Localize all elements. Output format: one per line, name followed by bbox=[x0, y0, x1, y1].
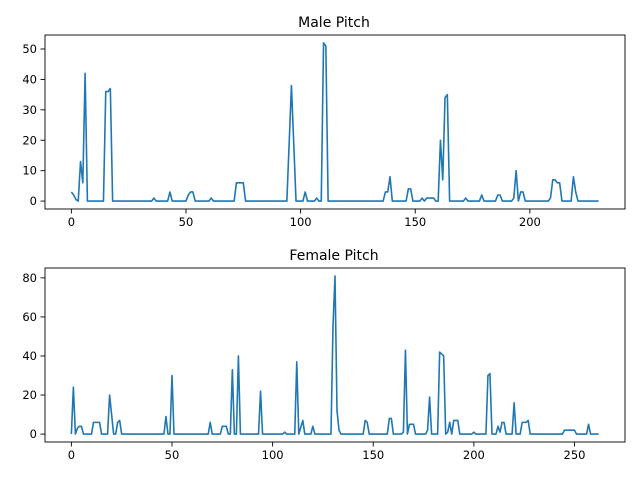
female-pitch-x-tick-label-0: 0 bbox=[68, 448, 75, 462]
female-pitch-axes-frame bbox=[44, 267, 626, 443]
male-pitch-y-axis: 0 10 20 30 40 50 bbox=[22, 42, 45, 208]
male-pitch-x-tick-label-0: 0 bbox=[68, 215, 75, 229]
female-pitch-y-tick-label-80: 80 bbox=[22, 271, 37, 285]
male-pitch-y-tick-label-0: 0 bbox=[30, 194, 37, 208]
male-pitch-x-tick-label-100: 100 bbox=[290, 215, 312, 229]
male-pitch-series-line-0 bbox=[70, 42, 599, 202]
female-pitch-title: Female Pitch bbox=[289, 248, 378, 264]
male-pitch-axes-frame bbox=[44, 34, 626, 210]
male-pitch-x-tick-label-200: 200 bbox=[519, 215, 541, 229]
male-pitch-x-tick-label-50: 50 bbox=[179, 215, 194, 229]
female-pitch-x-tick-label-200: 200 bbox=[463, 448, 485, 462]
female-pitch-chart: Female Pitch 0 50 100 150 200 250 0 20 40 60 80 bbox=[22, 248, 626, 462]
female-pitch-x-tick-label-250: 250 bbox=[564, 448, 586, 462]
male-pitch-y-tick-label-30: 30 bbox=[22, 103, 37, 117]
female-pitch-y-axis: 0 20 40 60 80 bbox=[22, 271, 45, 441]
female-pitch-x-tick-label-150: 150 bbox=[362, 448, 384, 462]
male-pitch-title: Male Pitch bbox=[298, 15, 370, 31]
male-pitch-series bbox=[70, 42, 599, 202]
male-pitch-y-tick-label-40: 40 bbox=[22, 72, 37, 86]
female-pitch-x-tick-label-50: 50 bbox=[165, 448, 180, 462]
female-pitch-series bbox=[70, 275, 599, 435]
female-pitch-y-tick-label-20: 20 bbox=[22, 388, 37, 402]
male-pitch-y-tick-label-10: 10 bbox=[22, 164, 37, 178]
female-pitch-y-tick-label-40: 40 bbox=[22, 349, 37, 363]
female-pitch-x-tick-label-100: 100 bbox=[262, 448, 284, 462]
male-pitch-y-tick-label-50: 50 bbox=[22, 42, 37, 56]
female-pitch-series-line-0 bbox=[70, 275, 599, 435]
male-pitch-chart: Male Pitch 0 50 100 150 200 0 10 20 30 40 50 bbox=[22, 15, 626, 229]
female-pitch-x-axis: 0 50 100 150 200 250 bbox=[68, 442, 586, 462]
male-pitch-x-tick-label-150: 150 bbox=[404, 215, 426, 229]
female-pitch-y-tick-label-60: 60 bbox=[22, 310, 37, 324]
male-pitch-y-tick-label-20: 20 bbox=[22, 133, 37, 147]
female-pitch-y-tick-label-0: 0 bbox=[30, 427, 37, 441]
male-pitch-x-axis: 0 50 100 150 200 bbox=[68, 209, 541, 229]
